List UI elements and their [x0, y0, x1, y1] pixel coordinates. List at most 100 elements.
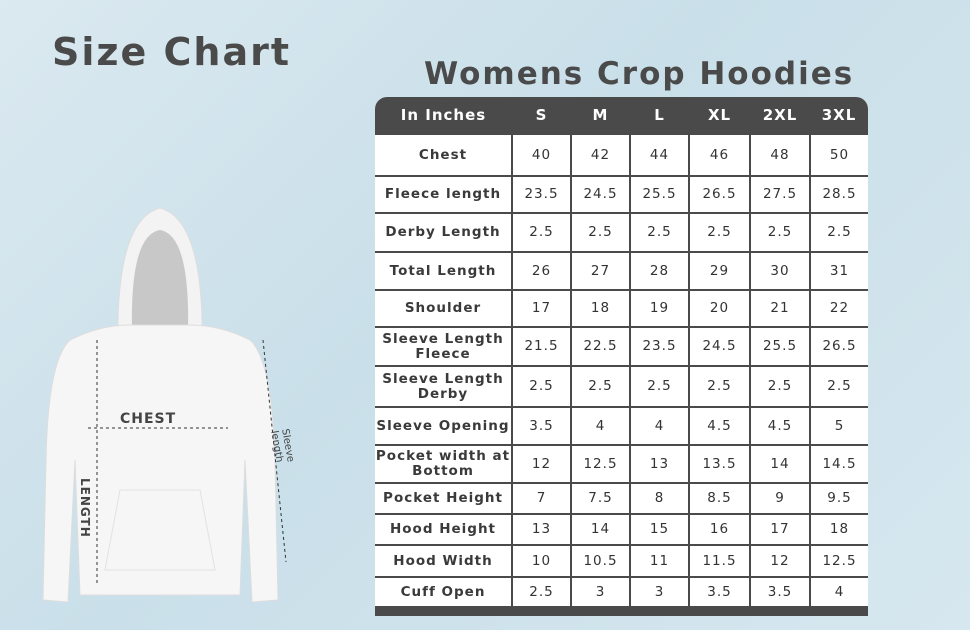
table-cell: 18 [570, 289, 631, 328]
table-cell: 22.5 [570, 326, 631, 367]
table-row: Sleeve Opening 3.5 4 4 4.5 4.5 5 [375, 406, 868, 446]
table-cell: 3.5 [511, 406, 572, 446]
hoodie-illustration: CHEST LENGTH Sleeve length [40, 200, 310, 614]
row-label: Pocket Height [375, 482, 513, 515]
row-label: Sleeve Opening [375, 406, 513, 446]
table-cell: 20 [688, 289, 751, 328]
table-cell: 23.5 [511, 175, 572, 214]
table-cell: 2.5 [511, 212, 572, 253]
table-cell: 48 [749, 133, 811, 177]
row-label: Cuff Open [375, 576, 513, 608]
table-cell: 40 [511, 133, 572, 177]
row-label: Hood Width [375, 544, 513, 578]
table-cell: 2.5 [809, 365, 868, 408]
table-row: Chest 40 42 44 46 48 50 [375, 133, 868, 177]
table-cell: 9.5 [809, 482, 868, 515]
table-row: Hood Height 13 14 15 16 17 18 [375, 513, 868, 546]
table-cell: 31 [809, 251, 868, 291]
table-cell: 12 [749, 544, 811, 578]
table-cell: 28.5 [809, 175, 868, 214]
table-cell: 11.5 [688, 544, 751, 578]
table-cell: 26.5 [809, 326, 868, 367]
table-cell: 7 [511, 482, 572, 515]
table-cell: 21.5 [511, 326, 572, 367]
table-cell: 2.5 [749, 365, 811, 408]
table-cell: 2.5 [809, 212, 868, 253]
table-cell: 26 [511, 251, 572, 291]
table-cell: 4 [629, 406, 690, 446]
table-cell: 3.5 [749, 576, 811, 608]
header-size: M [571, 97, 630, 134]
header-units: In Inches [375, 97, 512, 134]
row-label: Chest [375, 133, 513, 177]
table-cell: 14 [749, 444, 811, 484]
table-cell: 14.5 [809, 444, 868, 484]
header-size: XL [689, 97, 750, 134]
row-label: Hood Height [375, 513, 513, 546]
table-cell: 5 [809, 406, 868, 446]
table-cell: 14 [570, 513, 631, 546]
table-cell: 4 [809, 576, 868, 608]
table-cell: 8.5 [688, 482, 751, 515]
table-cell: 2.5 [749, 212, 811, 253]
table-cell: 24.5 [570, 175, 631, 214]
table-row: Sleeve Length Fleece 21.5 22.5 23.5 24.5 25.5… [375, 326, 868, 367]
table-cell: 25.5 [749, 326, 811, 367]
table-cell: 13.5 [688, 444, 751, 484]
table-cell: 12.5 [570, 444, 631, 484]
header-size: 2XL [750, 97, 810, 134]
table-cell: 44 [629, 133, 690, 177]
table-cell: 46 [688, 133, 751, 177]
table-cell: 9 [749, 482, 811, 515]
size-table: In Inches S M L XL 2XL 3XL Chest 40 42 44 46 48 50 Fl… [375, 97, 868, 616]
table-cell: 10.5 [570, 544, 631, 578]
table-cell: 4 [570, 406, 631, 446]
table-cell: 19 [629, 289, 690, 328]
row-label: Fleece length [375, 175, 513, 214]
table-cell: 11 [629, 544, 690, 578]
table-row: Fleece length 23.5 24.5 25.5 26.5 27.5 28.5 [375, 175, 868, 214]
header-size: S [512, 97, 571, 134]
table-row: Cuff Open 2.5 3 3 3.5 3.5 4 [375, 576, 868, 608]
table-cell: 13 [511, 513, 572, 546]
table-cell: 28 [629, 251, 690, 291]
table-cell: 7.5 [570, 482, 631, 515]
header-size: 3XL [810, 97, 868, 134]
table-row: Total Length 26 27 28 29 30 31 [375, 251, 868, 291]
table-cell: 12 [511, 444, 572, 484]
table-row: Pocket width at Bottom 12 12.5 13 13.5 14 14.5 [375, 444, 868, 484]
table-cell: 29 [688, 251, 751, 291]
table-row: Sleeve Length Derby 2.5 2.5 2.5 2.5 2.5 2.5 [375, 365, 868, 408]
table-cell: 23.5 [629, 326, 690, 367]
table-cell: 2.5 [511, 365, 572, 408]
length-label: LENGTH [78, 478, 92, 538]
table-cell: 16 [688, 513, 751, 546]
table-cell: 3 [629, 576, 690, 608]
table-cell: 4.5 [749, 406, 811, 446]
table-row: Shoulder 17 18 19 20 21 22 [375, 289, 868, 328]
table-cell: 3.5 [688, 576, 751, 608]
table-cell: 24.5 [688, 326, 751, 367]
table-cell: 27.5 [749, 175, 811, 214]
table-row: Derby Length 2.5 2.5 2.5 2.5 2.5 2.5 [375, 212, 868, 253]
table-cell: 2.5 [511, 576, 572, 608]
product-title: Womens Crop Hoodies [424, 56, 855, 92]
row-label: Sleeve Length Fleece [375, 326, 513, 367]
row-label: Total Length [375, 251, 513, 291]
table-cell: 2.5 [629, 212, 690, 253]
table-cell: 50 [809, 133, 868, 177]
page-title: Size Chart [52, 30, 292, 74]
table-header-row: In Inches S M L XL 2XL 3XL [375, 97, 868, 134]
table-cell: 15 [629, 513, 690, 546]
table-cell: 2.5 [688, 212, 751, 253]
chest-label: CHEST [120, 411, 177, 427]
table-cell: 17 [749, 513, 811, 546]
table-cell: 13 [629, 444, 690, 484]
table-cell: 4.5 [688, 406, 751, 446]
table-cell: 22 [809, 289, 868, 328]
table-cell: 8 [629, 482, 690, 515]
table-cell: 3 [570, 576, 631, 608]
table-cell: 42 [570, 133, 631, 177]
table-row: Hood Width 10 10.5 11 11.5 12 12.5 [375, 544, 868, 578]
table-cell: 25.5 [629, 175, 690, 214]
